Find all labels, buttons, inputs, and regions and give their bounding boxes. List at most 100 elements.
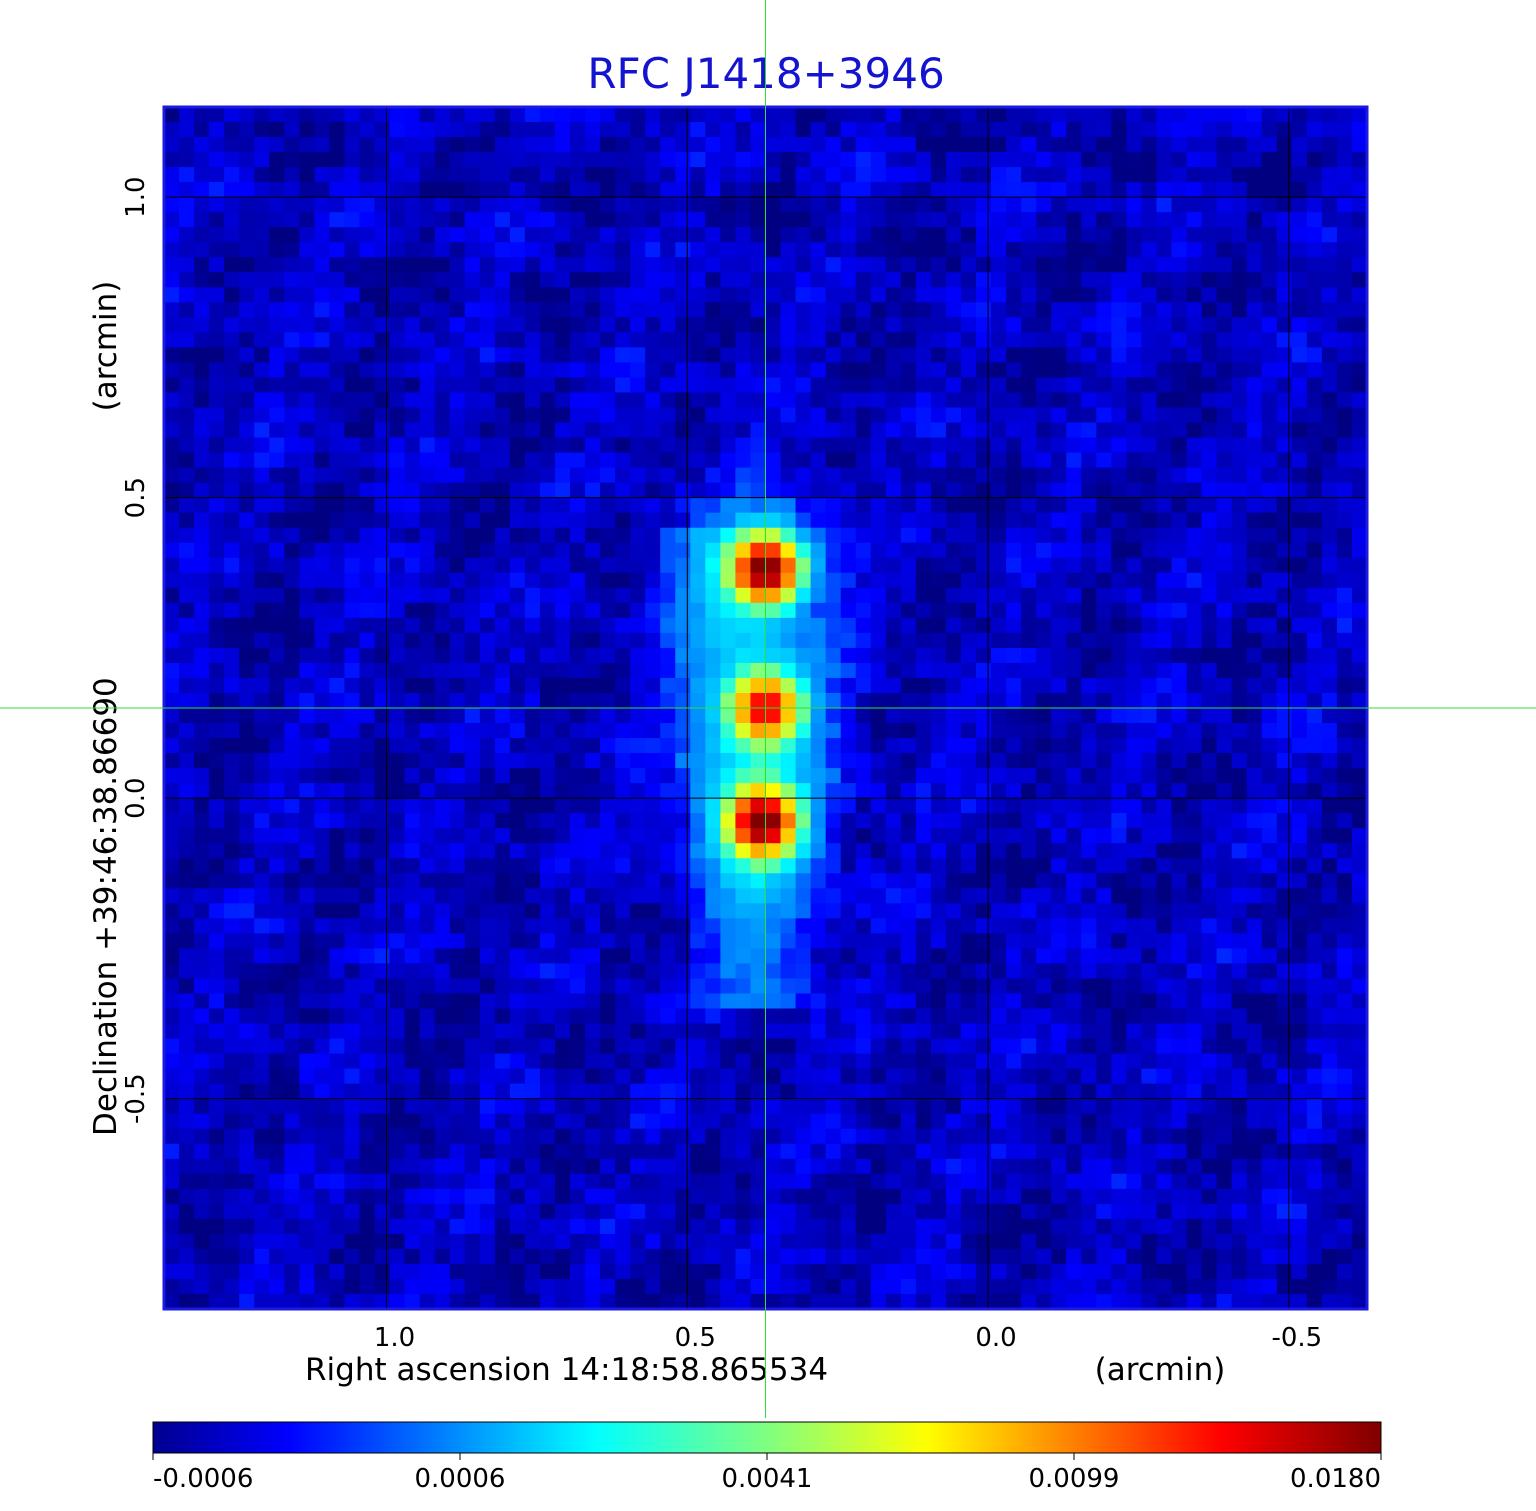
heatmap-cell: [855, 197, 872, 213]
heatmap-cell: [1081, 813, 1097, 829]
heatmap-cell: [404, 783, 421, 799]
heatmap-cell: [585, 572, 601, 589]
heatmap-cell: [1036, 993, 1052, 1010]
heatmap-cell: [780, 527, 797, 544]
heatmap-cell: [615, 768, 631, 784]
heatmap-cell: [630, 287, 646, 303]
heatmap-cell: [479, 332, 496, 349]
heatmap-cell: [1201, 723, 1218, 739]
heatmap-cell: [539, 783, 556, 799]
heatmap-cell: [705, 437, 721, 454]
heatmap-cell: [675, 542, 691, 559]
heatmap-cell: [795, 437, 812, 454]
heatmap-cell: [991, 723, 1007, 739]
heatmap-cell: [299, 377, 315, 394]
heatmap-cell: [1066, 377, 1082, 394]
heatmap-cell: [359, 527, 376, 544]
heatmap-cell: [1156, 858, 1173, 874]
heatmap-cell: [269, 122, 285, 138]
heatmap-cell: [960, 828, 977, 844]
heatmap-cell: [945, 768, 962, 784]
heatmap-cell: [690, 347, 706, 364]
heatmap-cell: [840, 918, 857, 934]
heatmap-cell: [164, 828, 180, 844]
heatmap-cell: [1321, 452, 1338, 469]
heatmap-cell: [254, 1023, 270, 1040]
heatmap-cell: [1051, 918, 1067, 934]
heatmap-cell: [479, 602, 496, 619]
heatmap-cell: [314, 783, 331, 799]
heatmap-cell: [675, 647, 691, 664]
heatmap-cell: [1276, 542, 1293, 559]
heatmap-cell: [284, 137, 300, 153]
heatmap-cell: [464, 332, 481, 349]
heatmap-cell: [750, 1008, 767, 1025]
heatmap-cell: [269, 542, 285, 559]
heatmap-cell: [314, 287, 331, 303]
heatmap-cell: [870, 783, 887, 799]
heatmap-cell: [164, 738, 180, 754]
heatmap-cell: [434, 317, 451, 333]
heatmap-cell: [660, 692, 676, 709]
heatmap-cell: [1321, 753, 1338, 769]
heatmap-cell: [600, 572, 616, 589]
heatmap-cell: [359, 632, 376, 649]
heatmap-cell: [1186, 647, 1203, 664]
heatmap-cell: [885, 302, 902, 318]
heatmap-cell: [1321, 557, 1338, 574]
heatmap-cell: [960, 527, 977, 544]
heatmap-cell: [660, 212, 676, 228]
heatmap-cell: [1111, 437, 1127, 454]
heatmap-cell: [765, 242, 782, 258]
heatmap-cell: [630, 963, 646, 980]
heatmap-cell: [690, 512, 706, 529]
heatmap-cell: [1081, 843, 1097, 859]
heatmap-cell: [479, 903, 496, 919]
heatmap-cell: [690, 422, 706, 439]
heatmap-cell: [1126, 1008, 1143, 1025]
heatmap-cell: [449, 242, 466, 258]
heatmap-cell: [449, 662, 466, 679]
heatmap-cell: [1246, 692, 1263, 709]
heatmap-cell: [915, 602, 932, 619]
heatmap-cell: [389, 993, 406, 1010]
heatmap-cell: [645, 182, 661, 198]
heatmap-cell: [795, 708, 812, 724]
heatmap-cell: [479, 467, 496, 484]
heatmap-cell: [1096, 1023, 1112, 1040]
heatmap-cell: [344, 152, 361, 168]
heatmap-cell: [224, 662, 240, 679]
heatmap-cell: [389, 903, 406, 919]
heatmap-cell: [615, 137, 631, 153]
heatmap-cell: [1096, 362, 1112, 379]
heatmap-cell: [795, 392, 812, 409]
heatmap-cell: [1261, 392, 1278, 409]
heatmap-cell: [825, 873, 842, 889]
heatmap-cell: [810, 182, 827, 198]
heatmap-cell: [1201, 617, 1218, 634]
heatmap-cell: [209, 437, 225, 454]
heatmap-cell: [224, 677, 240, 694]
heatmap-cell: [840, 813, 857, 829]
heatmap-cell: [1111, 888, 1127, 904]
heatmap-cell: [509, 287, 526, 303]
heatmap-cell: [1231, 272, 1248, 288]
heatmap-cell: [930, 512, 947, 529]
heatmap-cell: [464, 738, 481, 754]
heatmap-cell: [434, 467, 451, 484]
heatmap-cell: [209, 257, 225, 273]
heatmap-cell: [1276, 888, 1293, 904]
heatmap-cell: [299, 632, 315, 649]
heatmap-cell: [254, 227, 270, 243]
heatmap-cell: [765, 527, 782, 544]
heatmap-cell: [976, 783, 992, 799]
heatmap-cell: [254, 467, 270, 484]
heatmap-cell: [1036, 497, 1052, 514]
heatmap-cell: [1051, 647, 1067, 664]
heatmap-cell: [1171, 227, 1188, 243]
heatmap-cell: [960, 542, 977, 559]
heatmap-cell: [224, 738, 240, 754]
heatmap-cell: [449, 572, 466, 589]
heatmap-cell: [1306, 332, 1323, 349]
heatmap-cell: [945, 497, 962, 514]
